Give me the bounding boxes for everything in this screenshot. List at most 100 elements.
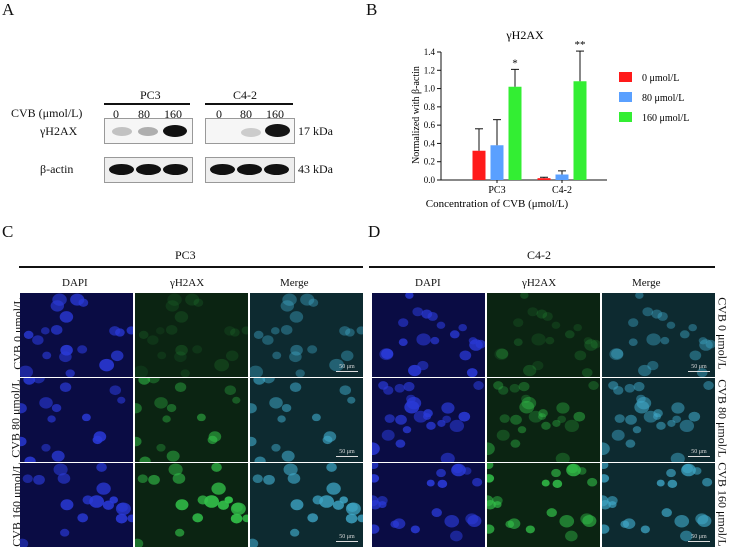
nucleus <box>271 444 280 452</box>
nucleus <box>156 327 165 334</box>
nucleus <box>427 312 437 321</box>
nucleus <box>103 500 114 509</box>
nucleus <box>23 474 33 483</box>
nucleus <box>671 402 684 413</box>
nucleus <box>372 442 380 455</box>
nucleus <box>532 361 543 370</box>
significance-mark: ** <box>575 39 586 51</box>
micrograph-dapi <box>20 378 133 462</box>
nucleus <box>450 330 460 338</box>
nucleus <box>647 361 658 370</box>
nucleus <box>312 414 321 422</box>
legend-swatch <box>619 112 632 122</box>
nucleus <box>672 416 681 423</box>
blot-size-17: 17 kDa <box>298 124 333 139</box>
micrograph-dapi <box>372 293 485 377</box>
nucleus <box>148 475 160 485</box>
nucleus <box>326 463 337 472</box>
nucleus <box>290 311 303 322</box>
nucleus <box>96 463 107 472</box>
nucleus <box>231 514 242 524</box>
nucleus <box>175 382 186 392</box>
micrograph-merge: 50 μm <box>602 463 715 547</box>
col-label-gh2ax-pc3: γH2AX <box>170 277 204 289</box>
micrograph-gh <box>487 378 600 462</box>
scale-bar-line <box>688 541 710 542</box>
nucleus <box>671 453 685 462</box>
nucleus <box>41 327 50 334</box>
nucleus <box>527 307 538 316</box>
nucleus <box>319 495 334 508</box>
nucleus <box>20 403 27 413</box>
nucleus <box>674 515 689 527</box>
nucleus <box>635 293 643 299</box>
nucleus <box>138 474 148 483</box>
nucleus <box>412 307 423 316</box>
nucleus <box>637 397 652 409</box>
nucleus <box>487 463 493 469</box>
nucleus <box>423 409 433 417</box>
nucleus <box>656 422 666 430</box>
nucleus <box>60 529 69 537</box>
nucleus <box>339 326 350 335</box>
nucleus <box>611 349 623 359</box>
panel-label-a: A <box>2 0 14 20</box>
nucleus <box>668 480 678 488</box>
nucleus <box>175 311 188 322</box>
nucleus <box>52 451 65 462</box>
blot-pc3-gh2ax <box>104 118 193 144</box>
nucleus <box>96 483 110 495</box>
micrograph-merge: 50 μm <box>250 463 363 547</box>
scale-bar-label: 50 μm <box>688 534 710 540</box>
nucleus <box>288 473 301 484</box>
nucleus <box>60 311 73 322</box>
nucleus <box>157 352 166 360</box>
nucleus <box>372 524 379 533</box>
legend-label: 0 μmol/L <box>642 73 679 84</box>
nucleus <box>430 337 439 345</box>
nucleus <box>340 385 351 395</box>
nucleus <box>41 444 50 452</box>
nucleus <box>565 330 575 338</box>
scale-bar: 50 μm <box>688 449 710 457</box>
nucleus <box>147 335 158 345</box>
micrograph-merge: 50 μm <box>602 378 715 462</box>
nucleus <box>427 480 435 487</box>
nucleus <box>372 463 378 469</box>
col-label-gh2ax-c42: γH2AX <box>522 277 556 289</box>
nucleus <box>175 529 184 537</box>
nucleus <box>175 345 188 356</box>
y-tick-label: 0.0 <box>424 175 436 185</box>
nucleus <box>117 397 125 404</box>
nucleus <box>381 349 393 359</box>
col-label-merge-pc3: Merge <box>280 277 309 289</box>
panel-label-b: B <box>366 0 377 20</box>
blot-group-c42: C4-2 <box>233 88 257 103</box>
nucleus <box>426 422 436 430</box>
blot-c42-gh2ax <box>205 118 295 144</box>
legend-label: 160 μmol/L <box>642 113 689 124</box>
nucleus <box>437 322 446 329</box>
nucleus <box>254 331 264 339</box>
nucleus <box>250 539 258 547</box>
nucleus <box>510 415 522 425</box>
legend-label: 80 μmol/L <box>642 93 684 104</box>
nucleus <box>58 473 71 484</box>
nucleus <box>450 420 464 432</box>
nucleus <box>602 524 609 533</box>
nucleus <box>52 404 62 412</box>
blot-size-43: 43 kDa <box>298 162 333 177</box>
nucleus <box>508 518 520 529</box>
nucleus <box>626 439 636 447</box>
nucleus <box>357 514 363 522</box>
chart-legend: 0 μmol/L 80 μmol/L 160 μmol/L <box>619 72 689 124</box>
nucleus <box>436 469 446 477</box>
nucleus <box>458 324 467 331</box>
scale-bar: 50 μm <box>336 534 358 542</box>
nucleus <box>20 437 27 446</box>
nucleus <box>450 531 463 542</box>
y-tick-label: 0.8 <box>424 102 436 112</box>
nucleus <box>463 467 472 475</box>
nucleus <box>139 331 149 339</box>
nucleus <box>695 513 708 524</box>
